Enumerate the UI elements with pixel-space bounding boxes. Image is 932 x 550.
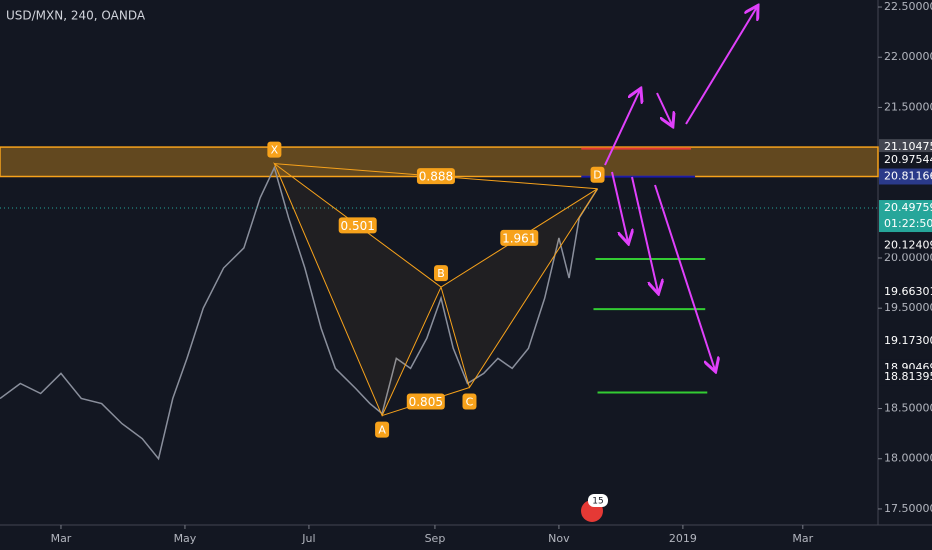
price-line [0, 165, 599, 461]
x-tick-label: May [174, 532, 197, 545]
arrow [604, 90, 640, 166]
point-label: D [593, 169, 601, 182]
point-label: C [466, 395, 474, 408]
y-tick-label: 17.50000 [884, 502, 932, 515]
badge-box [588, 494, 608, 507]
ratio-box [406, 393, 445, 410]
x-tick-label: Mar [51, 532, 72, 545]
price-mark-label: 19.17300 [884, 334, 932, 347]
ratio-label: 0.805 [409, 395, 443, 409]
y-tick-label: 20.00000 [884, 251, 932, 264]
y-tick-label: 22.00000 [884, 50, 932, 63]
x-tick-label: Nov [548, 532, 570, 545]
point-box [267, 141, 282, 158]
current-price-box [879, 200, 932, 233]
y-tick-label: 18.00000 [884, 452, 932, 465]
price-mark-box [879, 332, 932, 349]
price-mark-box [879, 139, 932, 156]
price-mark-box [879, 152, 932, 169]
point-label: A [378, 424, 386, 437]
ratio-box [416, 168, 455, 185]
price-mark-label: 18.81395 [884, 370, 932, 383]
forecast-arrows [604, 7, 757, 370]
price-mark-box [879, 237, 932, 254]
point-box [434, 265, 449, 282]
x-tick-label: Jul [301, 532, 315, 545]
point-box [375, 421, 390, 438]
price-mark-label: 20.97544 [884, 153, 932, 166]
y-tick-label: 19.50000 [884, 301, 932, 314]
point-label: B [437, 267, 445, 280]
price-mark-box [879, 369, 932, 386]
current-price-label: 20.49759 [884, 201, 932, 214]
ratio-box [500, 229, 539, 246]
y-tick-label: 18.50000 [884, 402, 932, 415]
price-mark-label: 20.12409 [884, 239, 932, 252]
y-tick-label: 22.50000 [884, 0, 932, 13]
badge: 15 [592, 497, 603, 507]
point-label: X [271, 144, 279, 157]
price-mark-label: 21.10475 [884, 140, 932, 153]
point-box [462, 393, 477, 410]
ratio-box [338, 217, 377, 234]
x-tick-label: Sep [425, 532, 446, 545]
countdown: 01:22:50 [884, 217, 932, 230]
point-box [590, 166, 605, 183]
price-mark-label: 20.81166 [884, 170, 932, 183]
arrow [631, 176, 658, 292]
price-mark-box [879, 168, 932, 185]
arrow [611, 171, 628, 242]
ratio-label: 0.501 [341, 219, 375, 233]
chart-title: USD/MXN, 240, OANDA [6, 9, 146, 23]
arrow [656, 92, 672, 125]
y-tick-label: 21.50000 [884, 100, 932, 113]
price-mark-box [879, 283, 932, 300]
ratio-label: 0.888 [419, 170, 453, 184]
x-tick-label: Mar [792, 532, 813, 545]
price-mark-label: 19.66301 [884, 285, 932, 298]
arrow [685, 7, 757, 125]
arrow [654, 184, 715, 370]
ratio-label: 1.961 [502, 231, 536, 245]
x-tick-label: 2019 [669, 532, 697, 545]
